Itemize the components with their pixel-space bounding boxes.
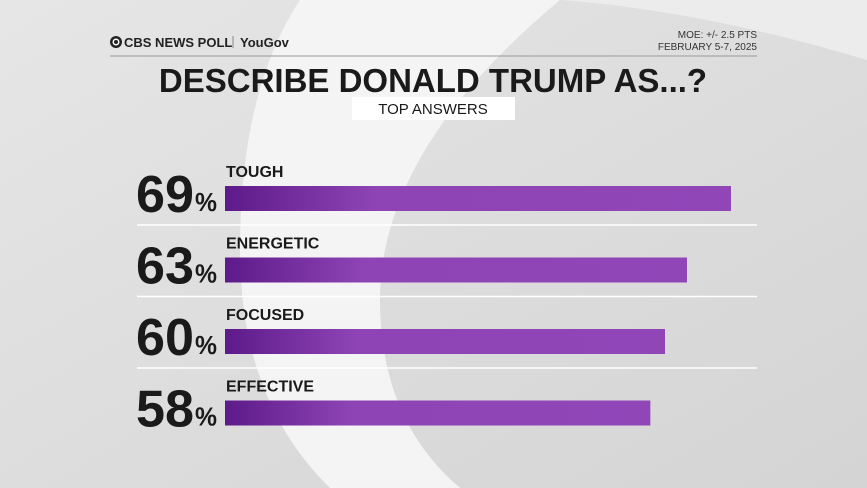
category-label: FOCUSED — [226, 307, 304, 324]
value-label: 63 — [136, 238, 194, 296]
value-label: 69 — [136, 166, 194, 224]
bar — [225, 257, 687, 283]
category-label: EFFECTIVE — [226, 379, 314, 396]
cbs-eye — [110, 36, 122, 48]
swoosh — [560, 0, 867, 60]
value-suffix: % — [195, 402, 217, 432]
partner: YouGov — [240, 35, 290, 50]
subtitle: TOP ANSWERS — [378, 101, 487, 118]
value-label: 60 — [136, 309, 194, 367]
swoosh — [240, 0, 560, 488]
bar — [225, 400, 651, 426]
value-suffix: % — [195, 330, 217, 360]
value-suffix: % — [195, 187, 217, 217]
chart-title: DESCRIBE DONALD TRUMP AS...? — [159, 62, 707, 99]
bar — [225, 329, 665, 354]
category-label: TOUGH — [226, 164, 283, 181]
category-label: ENERGETIC — [226, 236, 320, 253]
source: CBS NEWS POLL — [124, 35, 232, 50]
moe: MOE: +/- 2.5 PTS — [678, 30, 758, 41]
value-suffix: % — [195, 259, 217, 289]
date: FEBRUARY 5-7, 2025 — [658, 42, 758, 53]
bar — [225, 186, 731, 211]
value-label: 58 — [136, 381, 194, 439]
subtitle-box — [352, 97, 515, 120]
